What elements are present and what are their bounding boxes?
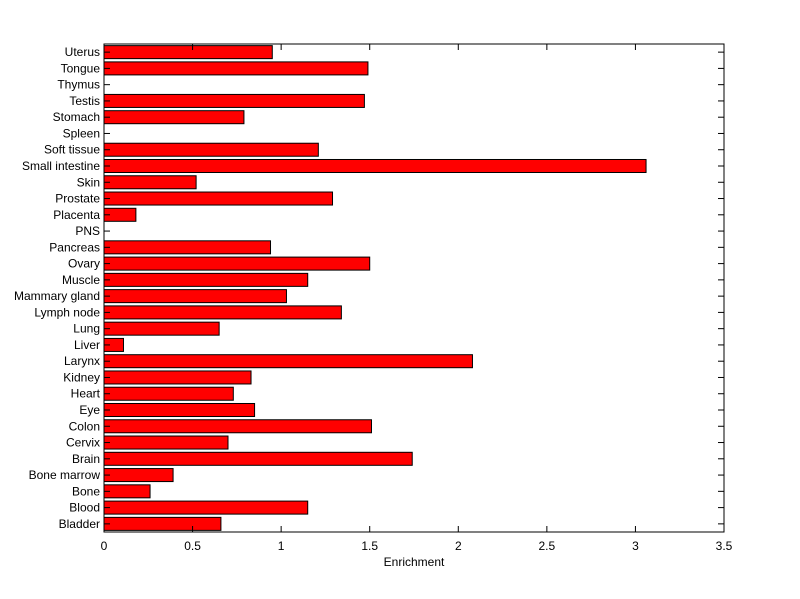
category-label-prostate: Prostate	[55, 192, 100, 206]
x-tick-label-3: 1.5	[361, 539, 378, 553]
bar-eye	[103, 402, 256, 418]
category-labels: Uterus Tongue Thymus Testis Stomach Spleen Sof…	[14, 45, 101, 531]
category-label-heart: Heart	[71, 387, 101, 401]
bars-layer	[103, 45, 647, 531]
category-label-uterus: Uterus	[65, 45, 100, 59]
bar-soft-tissue	[103, 142, 319, 157]
bar-bone-marrow	[103, 468, 174, 483]
category-label-tongue: Tongue	[61, 61, 101, 75]
bar-mammary-gland	[103, 289, 287, 304]
category-label-cervix: Cervix	[66, 436, 100, 450]
bar-small-intestine	[103, 158, 647, 174]
x-tick-label-1: 0.5	[184, 539, 201, 553]
bar-muscle	[103, 272, 309, 287]
category-label-kidney: Kidney	[63, 370, 100, 384]
category-label-blood: Blood	[69, 501, 100, 515]
x-tick-label-2: 1	[278, 539, 285, 553]
bar-stomach	[103, 110, 245, 125]
bar-prostate	[103, 191, 334, 206]
bar-kidney	[103, 370, 252, 385]
category-label-liver: Liver	[74, 338, 100, 352]
category-label-pancreas: Pancreas	[49, 240, 100, 254]
bar-ovary	[103, 256, 371, 271]
category-label-lung: Lung	[73, 322, 100, 336]
category-label-eye: Eye	[79, 403, 100, 417]
bar-brain	[103, 451, 413, 466]
category-label-lymph-node: Lymph node	[34, 305, 100, 319]
category-label-mammary-gland: Mammary gland	[14, 289, 100, 303]
category-label-bone: Bone	[72, 484, 100, 498]
bar-pancreas	[103, 240, 272, 255]
category-label-spleen: Spleen	[63, 126, 100, 140]
bar-lymph-node	[103, 305, 342, 320]
category-label-bone-marrow: Bone marrow	[29, 468, 101, 482]
bar-skin	[103, 175, 197, 190]
bar-heart	[103, 386, 234, 401]
category-label-testis: Testis	[69, 94, 100, 108]
bar-larynx	[103, 354, 473, 369]
category-label-bladder: Bladder	[59, 517, 100, 531]
bar-testis	[103, 93, 365, 108]
x-tick-label-4: 2	[455, 539, 462, 553]
x-axis-label: Enrichment	[384, 555, 445, 569]
category-label-placenta: Placenta	[53, 208, 100, 222]
category-label-colon: Colon	[69, 419, 100, 433]
x-tick-label-5: 2.5	[539, 539, 556, 553]
bar-bone	[103, 484, 151, 499]
category-label-pns: PNS	[75, 224, 100, 238]
bar-uterus	[103, 45, 273, 60]
category-label-stomach: Stomach	[53, 110, 100, 124]
plot-area-frame	[103, 43, 725, 533]
bar-cervix	[103, 435, 229, 450]
category-label-skin: Skin	[77, 175, 100, 189]
category-label-larynx: Larynx	[64, 354, 100, 368]
category-label-thymus: Thymus	[57, 78, 100, 92]
category-label-soft-tissue: Soft tissue	[44, 143, 100, 157]
x-tick-label-6: 3	[632, 539, 639, 553]
bar-bladder	[103, 516, 222, 531]
category-label-ovary: Ovary	[68, 257, 100, 271]
bar-tongue	[103, 61, 369, 76]
x-tick-label-0: 0	[101, 539, 108, 553]
category-label-brain: Brain	[72, 452, 100, 466]
bar-lung	[103, 321, 220, 336]
category-label-muscle: Muscle	[62, 273, 100, 287]
ticks-layer	[103, 44, 725, 532]
category-label-small-intestine: Small intestine	[22, 159, 100, 173]
bar-blood	[103, 500, 309, 515]
x-tick-label-7: 3.5	[716, 539, 733, 553]
bar-colon	[103, 419, 372, 434]
x-tick-labels: 0 0.5 1 1.5 2 2.5 3 3.5	[101, 539, 733, 553]
